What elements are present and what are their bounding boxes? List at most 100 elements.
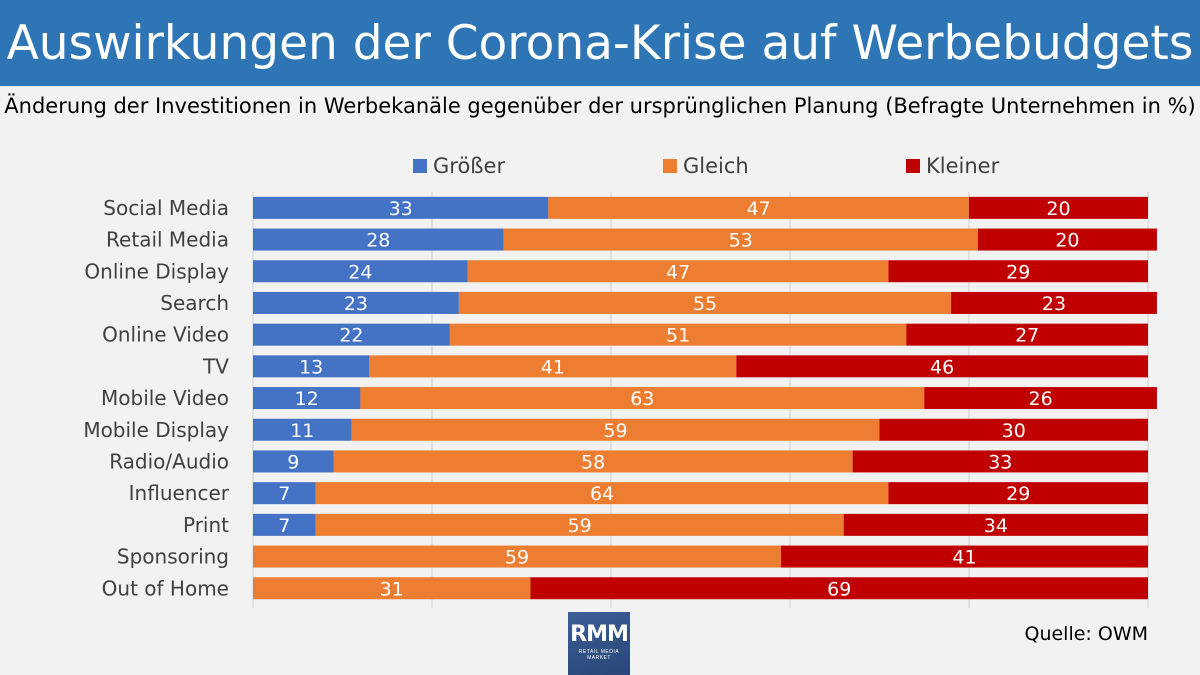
logo-subtext: RETAIL MEDIA MARKET — [578, 649, 620, 661]
category-label: TV — [202, 354, 229, 378]
bar-segment-kleiner — [906, 323, 1148, 346]
bar-segment-kleiner — [969, 196, 1148, 219]
bar-segment-groesser — [253, 323, 450, 346]
bar-segment-gleich — [548, 196, 969, 219]
bar-segment-groesser — [253, 450, 334, 473]
category-label: Radio/Audio — [109, 449, 229, 473]
bar-segment-groesser — [253, 418, 352, 441]
chart-subtitle: Änderung der Investitionen in Werbekanäl… — [4, 94, 1196, 118]
data-label: 46 — [930, 356, 954, 378]
data-label: 31 — [380, 578, 404, 600]
bar-segment-gleich — [333, 450, 853, 473]
bar-segment-groesser — [253, 355, 370, 378]
data-label: 9 — [287, 451, 299, 473]
bar-segment-gleich — [315, 482, 889, 505]
legend-swatch-gleich — [663, 159, 677, 173]
data-label: 64 — [590, 483, 614, 505]
data-label: 51 — [666, 325, 690, 347]
source-note: Quelle: OWM — [1024, 623, 1148, 645]
bar-segment-kleiner — [852, 450, 1148, 473]
legend-swatch-kleiner — [906, 159, 920, 173]
category-label: Sponsoring — [117, 545, 229, 569]
data-label: 28 — [366, 230, 390, 252]
data-label: 59 — [568, 515, 592, 537]
category-label: Mobile Display — [83, 418, 229, 442]
category-label: Print — [183, 513, 229, 537]
data-label: 23 — [1042, 293, 1066, 315]
bar-segment-groesser — [253, 482, 316, 505]
data-label: 22 — [339, 325, 363, 347]
data-label: 33 — [389, 198, 413, 220]
bar-segment-gleich — [503, 228, 978, 251]
data-label: 27 — [1015, 325, 1039, 347]
data-label: 29 — [1006, 483, 1030, 505]
data-label: 59 — [505, 547, 529, 569]
bar-segment-groesser — [253, 291, 459, 314]
bar-segment-gleich — [315, 513, 844, 536]
chart-legend: Größer Gleich Kleiner — [0, 154, 1200, 180]
legend-item-kleiner: Kleiner — [906, 154, 999, 178]
data-label: 41 — [541, 356, 565, 378]
bar-segment-groesser — [253, 387, 361, 410]
bar-segment-gleich — [449, 323, 907, 346]
data-label: 30 — [1002, 420, 1026, 442]
bar-segment-gleich — [253, 577, 531, 600]
bar-segment-gleich — [458, 291, 952, 314]
category-label: Out of Home — [102, 576, 229, 600]
bar-segment-kleiner — [781, 545, 1148, 568]
data-label: 34 — [984, 515, 1008, 537]
legend-label-gleich: Gleich — [683, 154, 749, 178]
page-title: Auswirkungen der Corona-Krise auf Werbeb… — [6, 15, 1194, 71]
category-label: Retail Media — [106, 228, 229, 252]
data-label: 63 — [630, 388, 654, 410]
category-label: Online Video — [102, 323, 229, 347]
legend-label-groesser: Größer — [433, 154, 506, 178]
bar-segment-groesser — [253, 260, 468, 283]
category-label: Influencer — [129, 481, 230, 505]
data-label: 69 — [827, 578, 851, 600]
legend-label-kleiner: Kleiner — [926, 154, 1000, 178]
data-label: 58 — [581, 451, 605, 473]
bar-segment-kleiner — [736, 355, 1148, 378]
logo-mark: RMM — [570, 622, 629, 647]
bar-segment-gleich — [369, 355, 737, 378]
legend-item-gleich: Gleich — [663, 154, 749, 178]
data-label: 12 — [295, 388, 319, 410]
bar-segment-groesser — [253, 196, 549, 219]
data-label: 33 — [988, 451, 1012, 473]
data-label: 47 — [666, 261, 690, 283]
rmm-logo: RMM RETAIL MEDIA MARKET — [568, 612, 630, 675]
title-banner: Auswirkungen der Corona-Krise auf Werbeb… — [0, 0, 1200, 86]
data-label: 24 — [348, 261, 372, 283]
data-label: 55 — [693, 293, 717, 315]
legend-item-groesser: Größer — [413, 154, 505, 178]
data-label: 7 — [278, 483, 290, 505]
bar-segment-kleiner — [924, 387, 1157, 410]
bar-segment-groesser — [253, 513, 316, 536]
bar-segment-kleiner — [951, 291, 1157, 314]
bar-segment-groesser — [253, 228, 504, 251]
category-label: Mobile Video — [101, 386, 229, 410]
data-label: 59 — [603, 420, 627, 442]
legend-swatch-groesser — [413, 159, 427, 173]
data-label: 20 — [1055, 230, 1079, 252]
data-label: 53 — [729, 230, 753, 252]
bar-segment-kleiner — [977, 228, 1157, 251]
data-label: 13 — [299, 356, 323, 378]
bar-segment-gleich — [467, 260, 889, 283]
data-label: 26 — [1029, 388, 1053, 410]
category-label: Online Display — [84, 259, 229, 283]
bar-segment-kleiner — [530, 577, 1148, 600]
bar-segment-kleiner — [879, 418, 1148, 441]
data-label: 23 — [344, 293, 368, 315]
category-label: Social Media — [103, 196, 229, 220]
bar-segment-kleiner — [888, 260, 1148, 283]
data-label: 41 — [952, 547, 976, 569]
data-label: 20 — [1046, 198, 1070, 220]
data-label: 29 — [1006, 261, 1030, 283]
bar-segment-gleich — [351, 418, 880, 441]
data-label: 7 — [278, 515, 290, 537]
bar-segment-gleich — [253, 545, 782, 568]
category-label: Search — [160, 291, 229, 315]
